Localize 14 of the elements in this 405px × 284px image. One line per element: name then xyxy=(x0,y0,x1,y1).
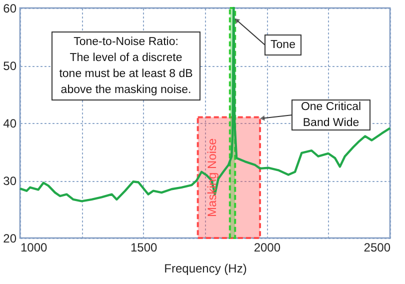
y-tick-label: 50 xyxy=(3,59,17,73)
x-tick-label: 2500 xyxy=(364,240,391,254)
x-axis-title: Frequency (Hz) xyxy=(164,262,247,276)
annotation: Tone-to-Noise Ratio: The level of a discrete tone must be at least 8 dB above the masking noise. xyxy=(59,36,194,96)
x-tick-label: 2000 xyxy=(254,240,281,254)
y-tick-label: 30 xyxy=(3,174,17,188)
annotation: One Critical Band Wide xyxy=(300,101,362,129)
y-tick-label: 20 xyxy=(3,232,17,246)
y-tick-label: 40 xyxy=(3,116,17,130)
band-label: Masking Noise xyxy=(204,138,219,217)
x-tick-label: 1000 xyxy=(20,240,48,254)
x-tick-label: 1500 xyxy=(130,240,158,254)
y-tick-label: 60 xyxy=(3,2,17,16)
annotation: Tone xyxy=(270,39,296,51)
